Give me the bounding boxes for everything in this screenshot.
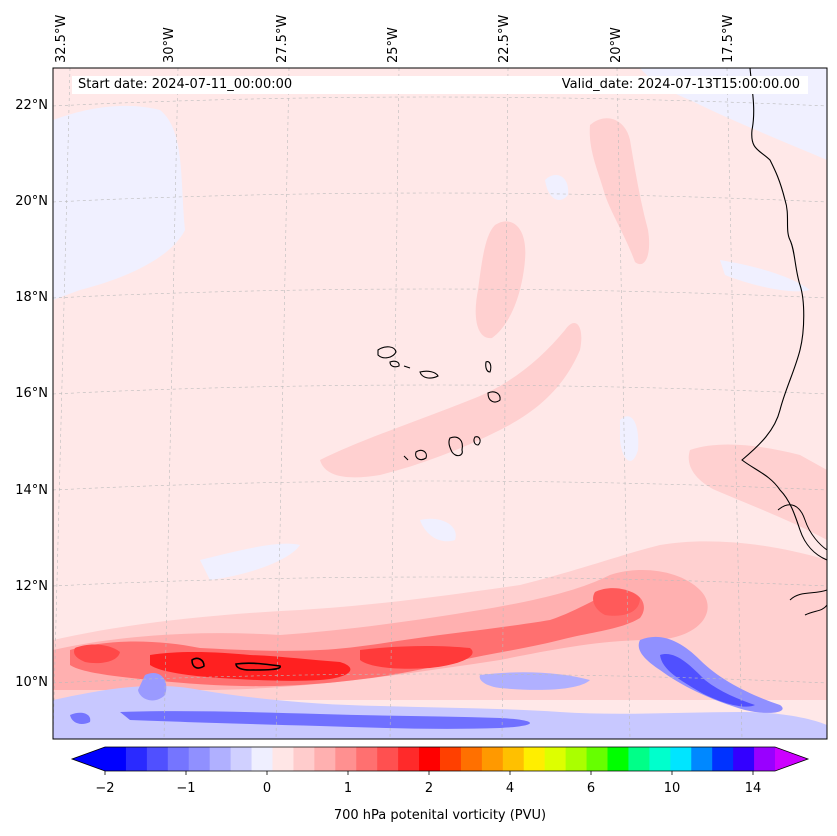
cb-tick-14: 14 <box>744 781 762 796</box>
colorbar-swatch <box>105 747 127 771</box>
lat-label-12n: 12°N <box>15 579 48 594</box>
colorbar-swatch <box>440 747 462 771</box>
lon-label-30w: 30°W <box>162 27 177 63</box>
colorbar-under-arrow <box>72 747 105 771</box>
pv-weak-streak <box>320 322 582 478</box>
colorbar-swatch <box>628 747 650 771</box>
colorbar-swatch <box>293 747 315 771</box>
pv-weak-blob-central <box>475 221 526 339</box>
pv-negative-e2 <box>620 416 639 461</box>
colorbar-swatch <box>419 747 441 771</box>
lon-label-27-5w: 27.5°W <box>275 14 290 63</box>
graticule <box>53 68 827 739</box>
colorbar-swatch <box>125 747 148 771</box>
colorbar-swatch <box>272 747 294 771</box>
colorbar-swatch <box>544 747 567 771</box>
lon-label-20w: 20°W <box>609 27 624 63</box>
start-date-label: Start date: 2024-07-11_00:00:00 <box>78 77 293 92</box>
colorbar-swatch <box>733 747 755 771</box>
pv-core-red-east <box>593 588 640 616</box>
lon-label-17-5w: 17.5°W <box>721 14 736 63</box>
colorbar-swatch <box>146 747 169 771</box>
lat-label-20n: 20°N <box>15 194 48 209</box>
colorbar-swatch <box>607 747 629 771</box>
pv-negative-band-south <box>53 685 827 739</box>
colorbar-swatch <box>670 747 692 771</box>
cb-tick-6: 6 <box>586 781 596 796</box>
african-coastline <box>741 68 827 561</box>
lat-label-10n: 10°N <box>15 675 48 690</box>
lon-label-32-5w: 32.5°W <box>54 14 69 63</box>
pv-negative-s1 <box>200 543 300 580</box>
colorbar-swatch <box>188 747 211 771</box>
lon-label-25w: 25°W <box>386 27 401 63</box>
pv-negative-west <box>53 105 185 300</box>
colorbar-over-arrow <box>775 747 808 771</box>
colorbar-swatch <box>754 747 776 771</box>
map-frame <box>52 67 828 740</box>
cb-tick-m2: −2 <box>95 781 115 796</box>
colorbar-swatch <box>356 747 378 771</box>
colorbar-swatch <box>691 747 713 771</box>
colorbar-swatch <box>565 747 588 771</box>
pv-2-contour <box>191 657 281 671</box>
cb-tick-4: 4 <box>505 781 515 796</box>
lat-label-14n: 14°N <box>15 483 48 498</box>
colorbar-swatch <box>314 747 336 771</box>
cb-tick-10: 10 <box>663 781 681 796</box>
pv-core-red-west <box>74 644 120 664</box>
colorbar-swatch <box>460 747 483 771</box>
colorbar <box>70 746 810 775</box>
map-field <box>53 68 827 739</box>
pv-negative-east-core <box>660 654 755 707</box>
cb-tick-0: 0 <box>262 781 272 796</box>
pv-negative-west-lobe <box>138 672 167 701</box>
lat-label-18n: 18°N <box>15 290 48 305</box>
colorbar-title: 700 hPa potenital vorticity (PVU) <box>333 808 547 823</box>
colorbar-swatch <box>377 747 399 771</box>
coast-detail-1 <box>777 504 827 551</box>
colorbar-swatch <box>251 747 273 771</box>
valid-date-label: Valid_date: 2024-07-13T15:00:00.00 <box>561 77 800 92</box>
lat-label-22n: 22°N <box>15 98 48 113</box>
cb-tick-2: 2 <box>424 781 434 796</box>
lon-label-22-5w: 22.5°W <box>497 14 512 63</box>
coast-detail-2 <box>789 589 827 616</box>
colorbar-swatch <box>209 747 232 771</box>
cb-tick-m1: −1 <box>176 781 196 796</box>
pv-weak-plume-north <box>589 118 650 265</box>
pv-core-red-2 <box>360 645 473 669</box>
pv-weak-se <box>688 444 827 540</box>
colorbar-swatch <box>398 747 420 771</box>
pv-negative-e1 <box>720 260 810 292</box>
colorbar-swatch <box>649 747 671 771</box>
pv-negative-core-south <box>120 711 530 729</box>
colorbar-swatch <box>712 747 734 771</box>
cape-verde-islands <box>377 346 501 461</box>
colorbar-swatch <box>167 747 190 771</box>
colorbar-swatch <box>481 747 504 771</box>
lat-label-16n: 16°N <box>15 386 48 401</box>
colorbar-swatch <box>586 747 608 771</box>
colorbar-swatch <box>335 747 357 771</box>
pv-negative-west-tip <box>70 712 91 724</box>
info-box: Start date: 2024-07-11_00:00:00 Valid_da… <box>72 76 808 94</box>
cb-tick-1: 1 <box>343 781 353 796</box>
colorbar-swatch <box>523 747 546 771</box>
pv-negative-mid-lobe <box>479 672 590 690</box>
colorbar-swatch <box>230 747 253 771</box>
colorbar-swatch <box>502 747 525 771</box>
pv-negative-s2 <box>420 518 456 542</box>
